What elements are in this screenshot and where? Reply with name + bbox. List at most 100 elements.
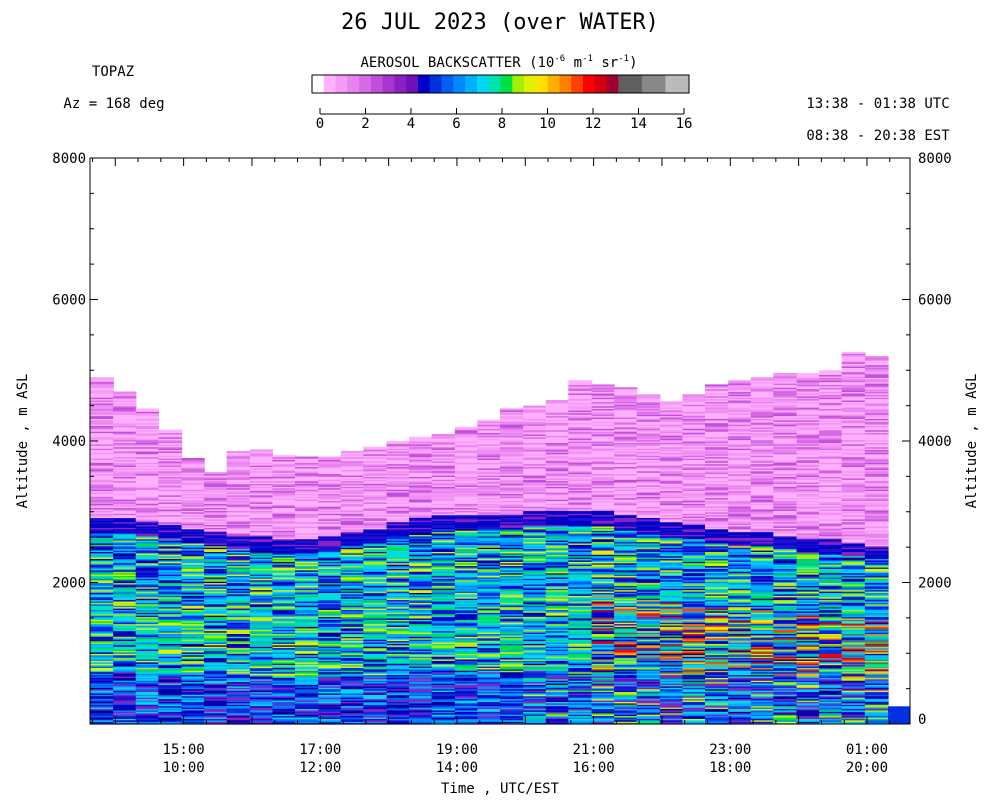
- backscatter-cell: [568, 504, 593, 507]
- backscatter-cell: [500, 677, 524, 680]
- backscatter-cell: [318, 695, 342, 698]
- backscatter-cell: [477, 622, 501, 625]
- backscatter-cell: [386, 699, 410, 702]
- backscatter-cell: [591, 596, 615, 599]
- backscatter-cell: [409, 466, 433, 469]
- backscatter-cell: [226, 687, 251, 690]
- backscatter-cell: [204, 636, 228, 639]
- backscatter-cell: [568, 613, 593, 616]
- backscatter-cell: [340, 551, 364, 554]
- backscatter-cell: [158, 493, 183, 496]
- backscatter-cell: [158, 469, 183, 472]
- backscatter-cell: [90, 432, 114, 435]
- backscatter-cell: [340, 460, 364, 463]
- backscatter-cell: [477, 545, 501, 548]
- backscatter-cell: [545, 490, 569, 493]
- backscatter-cell: [431, 622, 456, 625]
- backscatter-cell: [318, 603, 342, 606]
- backscatter-cell: [135, 521, 159, 524]
- colorbar-tick-label: 8: [498, 116, 506, 132]
- backscatter-cell: [523, 476, 547, 479]
- backscatter-cell: [431, 501, 456, 504]
- backscatter-cell: [591, 392, 615, 395]
- backscatter-cell: [591, 721, 615, 724]
- backscatter-cell: [204, 496, 228, 499]
- backscatter-cell: [226, 685, 251, 688]
- backscatter-cell: [545, 688, 569, 691]
- backscatter-cell: [295, 541, 319, 544]
- backscatter-cell: [272, 643, 296, 646]
- backscatter-cell: [113, 654, 137, 657]
- backscatter-cell: [272, 559, 296, 562]
- backscatter-cell: [363, 528, 388, 531]
- backscatter-cell: [226, 531, 251, 534]
- backscatter-cell: [135, 514, 159, 517]
- backscatter-cell: [272, 511, 296, 514]
- backscatter-cell: [591, 681, 615, 684]
- backscatter-cell: [90, 380, 114, 383]
- backscatter-cell: [477, 476, 501, 479]
- backscatter-cell: [226, 532, 251, 535]
- backscatter-cell: [272, 708, 296, 711]
- backscatter-cell: [545, 588, 569, 591]
- backscatter-cell: [500, 443, 524, 446]
- backscatter-cell: [249, 687, 274, 690]
- backscatter-cell: [181, 537, 205, 540]
- backscatter-cell: [591, 448, 615, 451]
- backscatter-cell: [431, 524, 456, 527]
- backscatter-cell: [545, 671, 569, 674]
- backscatter-cell: [545, 674, 569, 677]
- backscatter-cell: [158, 441, 183, 444]
- backscatter-cell: [135, 685, 159, 688]
- backscatter-cell: [318, 581, 342, 584]
- backscatter-cell: [363, 508, 388, 511]
- backscatter-cell: [454, 501, 479, 504]
- backscatter-cell: [409, 698, 433, 701]
- backscatter-cell: [500, 707, 524, 710]
- backscatter-cell: [614, 711, 638, 714]
- backscatter-cell: [431, 480, 456, 483]
- backscatter-cell: [113, 432, 137, 435]
- backscatter-cell: [523, 721, 547, 724]
- backscatter-cell: [568, 496, 593, 499]
- backscatter-cell: [158, 562, 183, 565]
- backscatter-cell: [591, 414, 615, 417]
- colorbar-tick-label: 2: [361, 116, 369, 132]
- backscatter-cell: [454, 426, 479, 429]
- backscatter-cell: [204, 707, 228, 710]
- backscatter-cell: [386, 681, 410, 684]
- backscatter-cell: [545, 486, 569, 489]
- lidar-profile: [318, 456, 342, 725]
- backscatter-cell: [545, 685, 569, 688]
- backscatter-cell: [340, 617, 364, 620]
- backscatter-cell: [500, 549, 524, 552]
- backscatter-cell: [363, 521, 388, 524]
- backscatter-cell: [614, 687, 638, 690]
- backscatter-cell: [500, 530, 524, 533]
- backscatter-cell: [386, 561, 410, 564]
- backscatter-cell: [181, 558, 205, 561]
- backscatter-cell: [226, 548, 251, 551]
- backscatter-cell: [386, 534, 410, 537]
- backscatter-cell: [249, 541, 274, 544]
- backscatter-cell: [454, 435, 479, 438]
- backscatter-cell: [113, 547, 137, 550]
- backscatter-cell: [409, 483, 433, 486]
- backscatter-cell: [90, 395, 114, 398]
- backscatter-cell: [318, 555, 342, 558]
- backscatter-cell: [135, 435, 159, 438]
- backscatter-cell: [295, 586, 319, 589]
- backscatter-cell: [545, 439, 569, 442]
- backscatter-cell: [158, 707, 183, 710]
- backscatter-cell: [409, 664, 433, 667]
- backscatter-cell: [568, 678, 593, 681]
- backscatter-cell: [181, 691, 205, 694]
- backscatter-cell: [409, 491, 433, 494]
- backscatter-cell: [386, 711, 410, 714]
- backscatter-cell: [386, 480, 410, 483]
- backscatter-cell: [477, 449, 501, 452]
- backscatter-cell: [386, 632, 410, 635]
- backscatter-cell: [340, 684, 364, 687]
- backscatter-cell: [340, 649, 364, 652]
- backscatter-cell: [409, 548, 433, 551]
